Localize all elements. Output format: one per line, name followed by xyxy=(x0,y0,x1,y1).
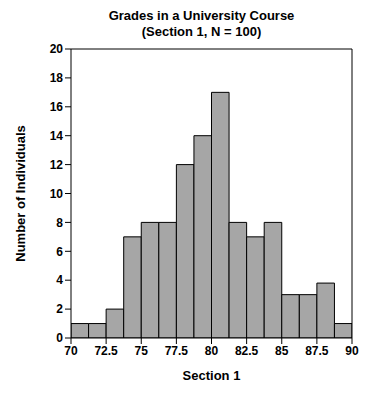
svg-text:20: 20 xyxy=(50,44,64,56)
svg-text:80: 80 xyxy=(205,344,219,358)
svg-text:4: 4 xyxy=(56,273,63,287)
html-text:(Section 1, N = 100): (Section 1, N = 100) xyxy=(141,24,262,39)
html-text:Grades in a University Course: Grades in a University Course xyxy=(108,8,295,23)
svg-text:6: 6 xyxy=(56,245,63,259)
svg-text:82.5: 82.5 xyxy=(235,344,259,358)
svg-text:12: 12 xyxy=(50,158,64,172)
svg-text:77.5: 77.5 xyxy=(165,344,189,358)
svg-text:85: 85 xyxy=(275,344,289,358)
svg-text:90: 90 xyxy=(345,344,359,358)
svg-text:72.5: 72.5 xyxy=(94,344,118,358)
svg-text:10: 10 xyxy=(50,187,64,201)
svg-text:16: 16 xyxy=(50,100,64,114)
svg-text:2: 2 xyxy=(56,302,63,316)
svg-text:18: 18 xyxy=(50,71,64,85)
svg-text:87.5: 87.5 xyxy=(305,344,329,358)
svg-text:70: 70 xyxy=(64,344,78,358)
svg-text:0: 0 xyxy=(56,331,63,345)
svg-text:Section 1: Section 1 xyxy=(183,368,241,383)
svg-text:75: 75 xyxy=(135,344,149,358)
svg-text:Number of Individuals: Number of Individuals xyxy=(13,125,28,262)
svg-text:8: 8 xyxy=(56,216,63,230)
svg-text:14: 14 xyxy=(50,129,64,143)
